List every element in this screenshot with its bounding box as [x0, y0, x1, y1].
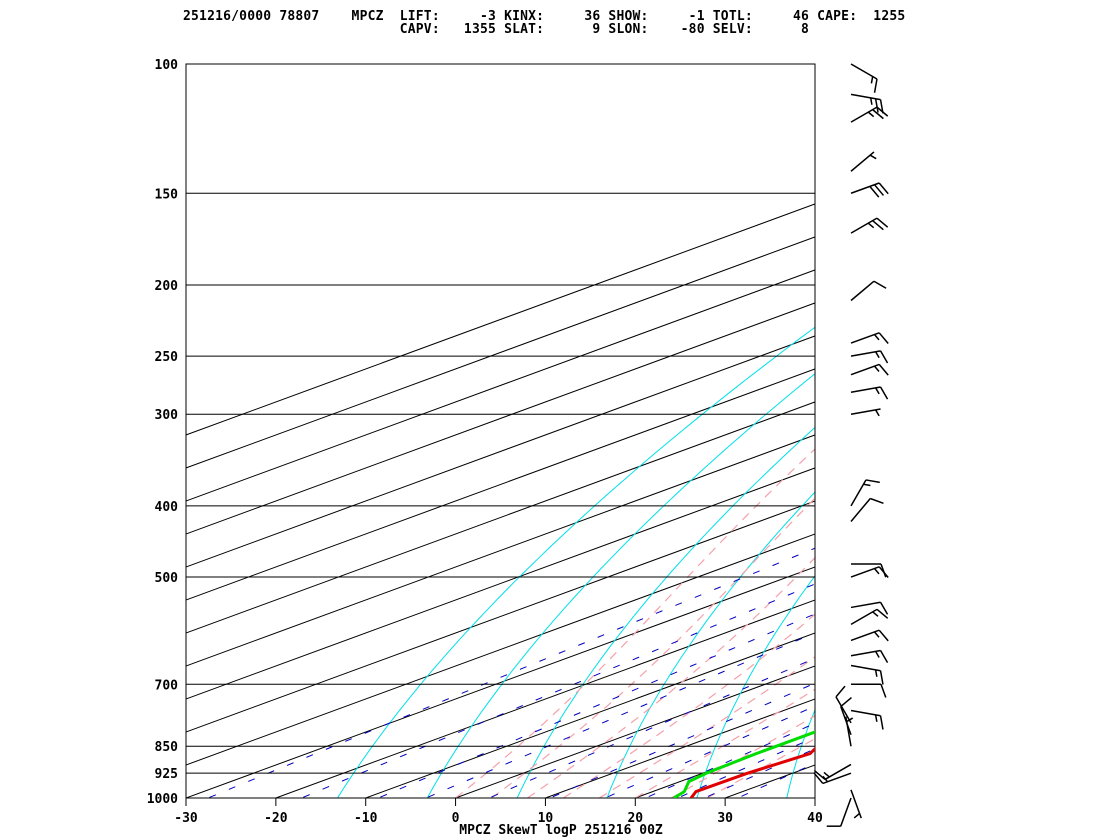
isotherm-line — [186, 566, 815, 798]
dry-adiabat — [696, 575, 815, 798]
pressure-tick-label: 925 — [155, 767, 178, 782]
chart-title: MPCZ SkewT logP 251216 00Z — [459, 823, 663, 838]
isotherm-line — [186, 533, 815, 766]
pressure-tick-label: 250 — [155, 350, 179, 365]
wind-barb — [850, 386, 889, 400]
isotherm-line — [724, 764, 815, 798]
pressure-tick-label: 300 — [155, 408, 179, 423]
wind-barb — [835, 685, 852, 724]
isotherm-line — [186, 467, 815, 700]
background-grid — [186, 48, 1120, 814]
pressure-tick-label: 1000 — [147, 792, 178, 807]
wind-barb — [850, 601, 889, 615]
dry-adiabat — [875, 48, 1120, 814]
wind-barb — [850, 280, 887, 302]
isotherm-line — [186, 302, 815, 535]
isotherm-line — [186, 368, 815, 601]
wind-barb — [840, 696, 852, 735]
wind-barb — [850, 151, 877, 172]
wind-barb — [850, 709, 884, 730]
pressure-tick-label: 200 — [155, 279, 179, 294]
mixing-ratio-line — [206, 547, 815, 798]
wind-barb — [850, 664, 884, 685]
temperature-tick-label: 0 — [452, 811, 460, 826]
temperature-tick-label: 30 — [717, 811, 733, 826]
wind-barb — [850, 332, 889, 345]
wind-barbs — [813, 63, 889, 827]
isotherm-line — [186, 269, 815, 502]
wind-barb — [850, 479, 880, 507]
isotherm-line — [186, 203, 815, 436]
wind-barb — [851, 563, 887, 578]
wind-barb — [850, 363, 889, 376]
moist-adiabat — [563, 613, 815, 798]
temperature-tick-label: 10 — [538, 811, 554, 826]
pressure-tick-label: 500 — [155, 571, 179, 586]
header-line-2: CAPV: 1355 SLAT: 9 SLON: -80 SELV: 8 — [183, 22, 810, 37]
temperature-tick-label: 20 — [627, 811, 643, 826]
pressure-tick-label: 850 — [155, 740, 179, 755]
isotherm-line — [186, 500, 815, 733]
mixing-ratio-line — [424, 632, 815, 798]
wind-barb — [850, 789, 862, 819]
dewpoint-profile — [673, 730, 815, 798]
wind-barb — [850, 93, 884, 114]
dry-adiabat — [786, 708, 815, 798]
isotherm-line — [186, 236, 815, 469]
moist-adiabat — [634, 688, 815, 798]
dry-adiabat — [966, 48, 1120, 814]
temperature-tick-label: -10 — [354, 811, 378, 826]
pressure-tick-label: 100 — [155, 58, 179, 73]
dry-adiabat — [516, 426, 815, 798]
isotherm-line — [365, 632, 815, 798]
wind-barb — [850, 497, 884, 522]
mixing-ratio-line — [644, 722, 815, 798]
wind-barb — [850, 350, 889, 364]
isotherm-line — [275, 599, 815, 798]
plot-frame — [185, 63, 816, 799]
wind-barb — [850, 63, 878, 93]
pressure-tick-label: 400 — [155, 500, 179, 515]
isotherm-line — [814, 797, 815, 798]
sounding-profiles — [673, 730, 815, 798]
pressure-tick-label: 700 — [155, 678, 179, 693]
wind-barb — [851, 683, 887, 698]
header-line-1: 251216/0000 78807 MPCZ LIFT: -3 KINX: 36… — [183, 9, 906, 24]
temperature-tick-label: -30 — [174, 811, 198, 826]
wind-barb — [850, 182, 889, 198]
isotherm-line — [545, 698, 815, 798]
wind-barb — [850, 106, 889, 123]
mixing-ratio-line — [487, 657, 815, 798]
wind-barb — [850, 217, 889, 234]
wind-barb — [850, 649, 889, 664]
isotherm-line — [635, 731, 815, 798]
wind-barb — [850, 408, 881, 417]
temperature-tick-label: -20 — [264, 811, 288, 826]
moist-adiabat — [670, 715, 815, 798]
moist-adiabat — [455, 448, 815, 798]
wind-barb — [850, 629, 889, 642]
dry-adiabat — [426, 373, 815, 798]
isotherm-line — [186, 335, 815, 568]
mixing-ratio-line — [548, 682, 815, 798]
wind-barb — [813, 763, 852, 781]
wind-barb — [826, 797, 852, 827]
moist-adiabat — [598, 656, 815, 798]
mixing-ratio-line — [377, 613, 815, 798]
pressure-tick-label: 150 — [155, 187, 179, 202]
wind-barb — [850, 608, 889, 626]
dry-adiabat — [606, 491, 815, 798]
dry-adiabat — [336, 326, 815, 798]
dry-adiabat — [1056, 48, 1120, 814]
isotherm-line — [186, 401, 815, 634]
temperature-tick-label: 40 — [807, 811, 823, 826]
mixing-ratio-line — [603, 705, 815, 798]
moist-adiabat — [527, 556, 815, 798]
